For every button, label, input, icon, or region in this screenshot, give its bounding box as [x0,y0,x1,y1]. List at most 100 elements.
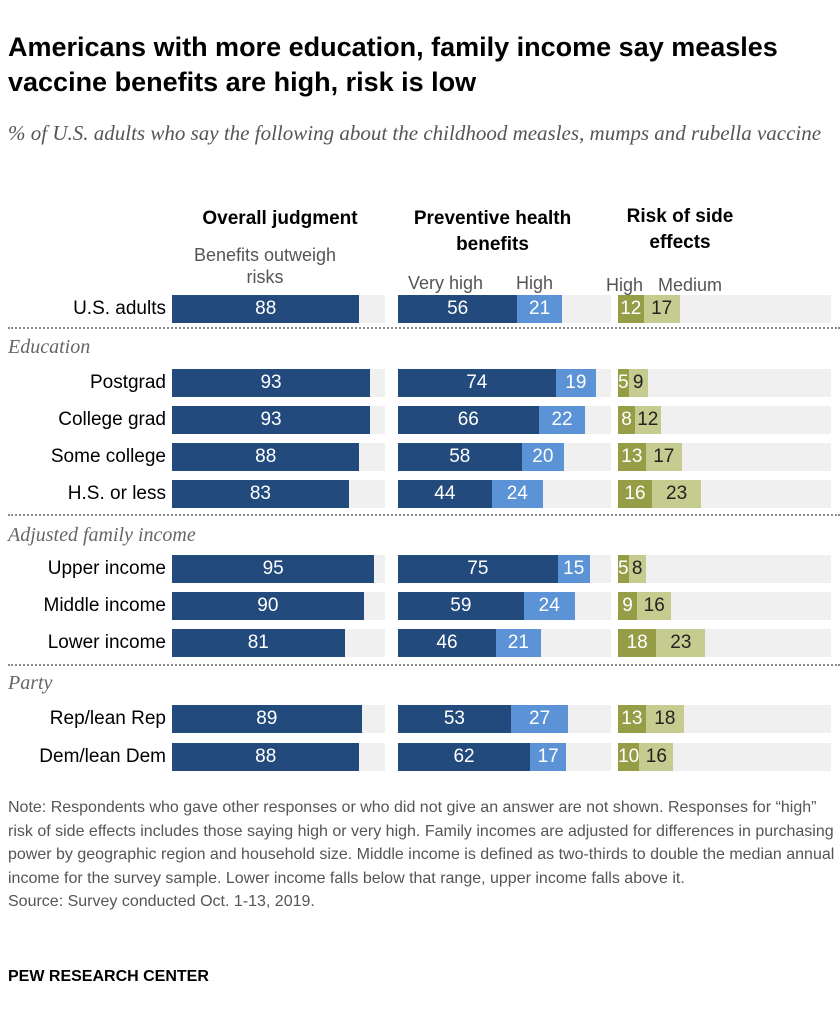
bar-risk-1: 16 [637,592,672,620]
bar-risk-1: 9 [628,369,648,397]
legend-benefits-outweigh-risks: Benefits outweigh risks [193,245,337,287]
bar-benefits-0: 53 [398,705,511,733]
track-benefits: 53 27 [398,705,611,733]
bar-overall-0: 88 [172,295,360,323]
bar-risk-1: 16 [639,743,674,771]
track-overall: 89 [172,705,385,733]
bar-benefits-1: 20 [521,443,565,471]
track-benefits: 56 21 [398,295,611,323]
track-benefits: 75 15 [398,555,611,583]
chart-title: Americans with more education, family in… [8,32,778,97]
bar-risk-1: 17 [643,295,680,323]
track-risk: 13 17 [618,443,831,471]
track-benefits: 66 22 [398,406,611,434]
divider [8,327,840,329]
brand-logo-text: PEW RESEARCH CENTER [8,968,209,985]
bar-risk-0: 13 [618,705,646,733]
section-label-income: Adjusted family income [8,524,196,546]
track-overall: 93 [172,406,385,434]
track-risk: 10 16 [618,743,831,771]
bar-overall-0: 88 [172,743,360,771]
legend-medium-risk: Medium [658,275,723,295]
bar-benefits-1: 24 [523,592,575,620]
source-text: Source: Survey conducted Oct. 1-13, 2019… [8,893,315,910]
track-overall: 95 [172,555,385,583]
track-benefits: 59 24 [398,592,611,620]
row-label: Upper income [47,558,166,579]
track-benefits: 46 21 [398,629,611,657]
bar-benefits-1: 21 [517,295,562,323]
track-benefits: 58 20 [398,443,611,471]
track-overall: 83 [172,480,385,508]
track-risk: 8 12 [618,406,831,434]
chart-note: Note: Respondents who gave other respons… [8,796,838,914]
legend-high-risk: High [606,275,644,295]
bar-risk-0: 18 [618,629,657,657]
bar-overall-0: 93 [172,406,371,434]
section-label-party: Party [8,672,53,694]
section-label-education: Education [8,336,91,358]
row-label: College grad [58,409,166,430]
bar-benefits-1: 19 [555,369,597,397]
bar-risk-0: 12 [618,295,644,323]
bar-risk-1: 23 [656,629,706,657]
track-overall: 93 [172,369,385,397]
bar-overall-0: 88 [172,443,360,471]
row-label: U.S. adults [73,298,166,319]
panel-title-overall: Overall judgment [202,208,358,229]
track-risk: 9 16 [618,592,831,620]
bar-benefits-0: 58 [398,443,522,471]
bar-benefits-0: 56 [398,295,518,323]
track-risk: 18 23 [618,629,831,657]
bar-benefits-1: 17 [530,743,567,771]
bar-risk-1: 17 [645,443,682,471]
track-overall: 90 [172,592,385,620]
bar-benefits-0: 59 [398,592,524,620]
bar-risk-1: 12 [635,406,661,434]
panel-title-risk: Risk of side effects [626,206,734,253]
track-overall: 88 [172,443,385,471]
bar-overall-0: 90 [172,592,364,620]
bar-risk-1: 8 [628,555,646,583]
track-overall: 88 [172,295,385,323]
row-label: Dem/lean Dem [39,746,166,767]
bar-risk-1: 18 [645,705,685,733]
bar-benefits-0: 66 [398,406,539,434]
bar-risk-0: 16 [618,480,653,508]
divider [8,514,840,516]
row-label: Rep/lean Rep [49,708,166,729]
bar-risk-0: 8 [618,406,636,434]
track-risk: 16 23 [618,480,831,508]
bar-benefits-0: 62 [398,743,531,771]
bar-benefits-1: 22 [538,406,586,434]
bar-risk-0: 5 [618,369,629,397]
bar-risk-0: 10 [618,743,640,771]
track-overall: 81 [172,629,385,657]
row-label: Postgrad [89,372,166,393]
bar-overall-0: 89 [172,705,362,733]
legend-high-benefit: High [516,273,554,293]
bar-overall-0: 81 [172,629,345,657]
track-benefits: 62 17 [398,743,611,771]
track-benefits: 74 19 [398,369,611,397]
divider [8,664,840,666]
track-risk: 12 17 [618,295,831,323]
bar-benefits-0: 44 [398,480,492,508]
bar-risk-0: 5 [618,555,629,583]
bar-overall-0: 95 [172,555,375,583]
bar-benefits-0: 75 [398,555,558,583]
row-label: Some college [50,446,166,467]
row-label: Lower income [47,632,166,653]
bar-risk-0: 13 [618,443,646,471]
bar-benefits-1: 27 [510,705,569,733]
panel-title-benefits: Preventive health benefits [413,208,572,255]
bar-benefits-0: 74 [398,369,556,397]
bar-overall-0: 83 [172,480,349,508]
track-overall: 88 [172,743,385,771]
row-label: H.S. or less [67,483,166,504]
bar-benefits-1: 15 [557,555,590,583]
bar-benefits-1: 21 [495,629,541,657]
